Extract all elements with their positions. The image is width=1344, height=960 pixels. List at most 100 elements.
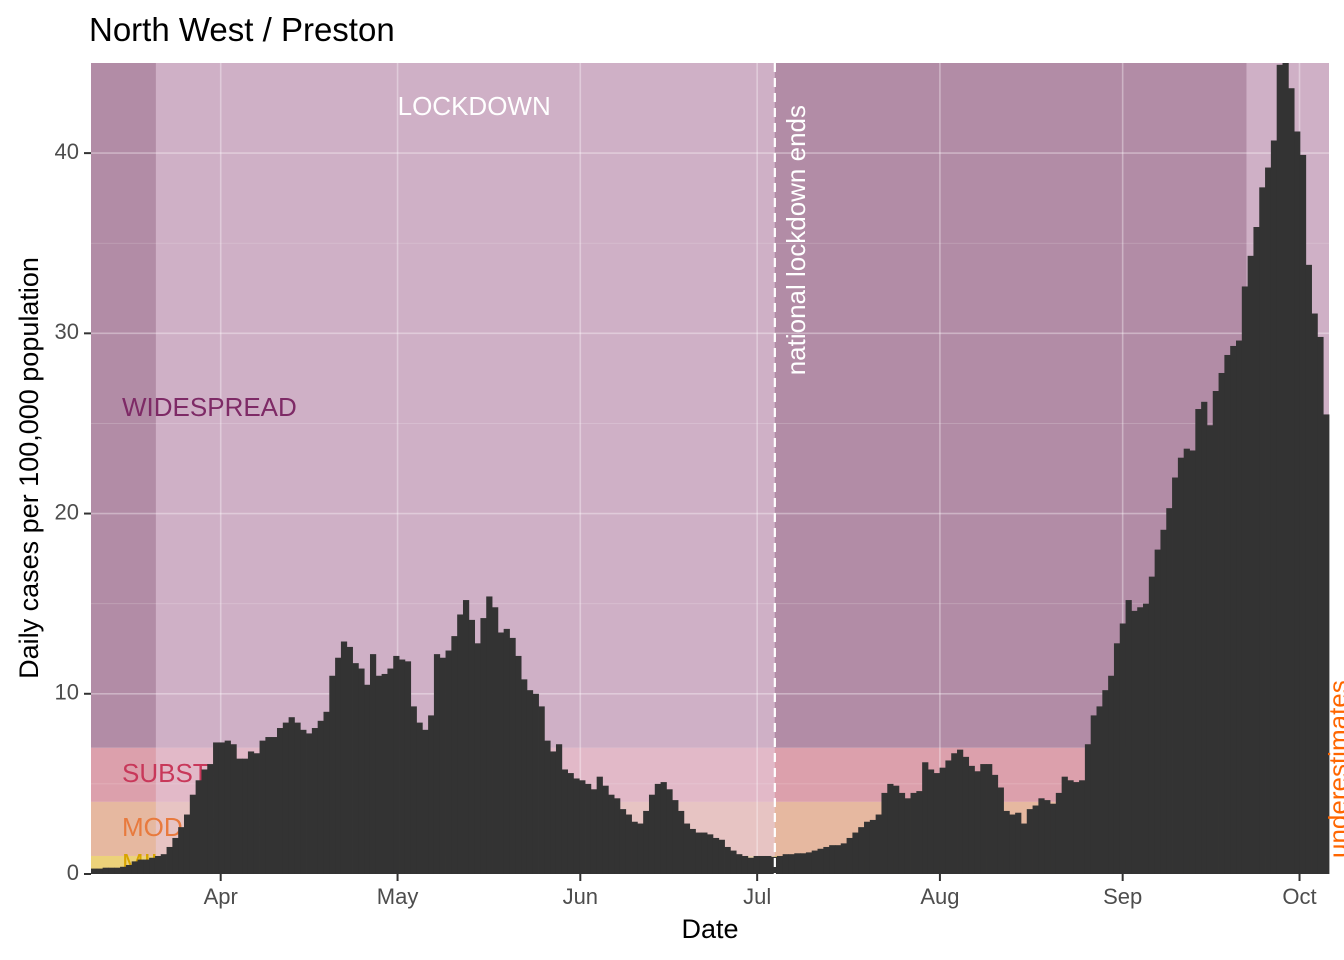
bar — [1270, 140, 1278, 875]
bar — [875, 814, 882, 874]
bar — [881, 792, 888, 874]
bar — [259, 740, 266, 874]
bar — [492, 607, 499, 874]
bar — [1241, 286, 1249, 874]
bar — [980, 764, 987, 874]
bar — [1206, 425, 1214, 874]
bar — [404, 661, 412, 874]
bar — [207, 764, 214, 874]
bar — [276, 728, 284, 874]
bar — [968, 765, 975, 874]
bar — [1247, 255, 1254, 875]
bar — [1317, 336, 1324, 875]
bar — [759, 855, 766, 874]
bar — [486, 596, 493, 874]
bar — [306, 733, 313, 874]
bar — [1259, 187, 1266, 874]
bar — [1183, 448, 1190, 874]
bar — [120, 866, 127, 874]
bar — [521, 679, 528, 874]
bar — [1265, 167, 1272, 875]
bar — [672, 800, 679, 874]
bar — [288, 717, 295, 874]
bar — [422, 729, 429, 874]
bar — [428, 715, 435, 874]
bar — [951, 753, 958, 874]
bar — [154, 855, 162, 874]
bar — [1218, 372, 1225, 874]
bar — [1305, 264, 1312, 874]
bar — [939, 767, 946, 874]
bar — [1212, 391, 1219, 874]
bar — [515, 655, 522, 874]
bar — [323, 711, 330, 874]
bar — [817, 848, 824, 874]
bar — [805, 852, 813, 874]
bar — [178, 827, 185, 874]
bar — [253, 753, 260, 874]
x-tick-label: May — [377, 884, 419, 909]
bar — [102, 867, 109, 874]
bar — [399, 659, 406, 874]
bar — [991, 774, 999, 874]
chart-title: North West / Preston — [89, 11, 395, 48]
bar — [480, 618, 487, 874]
bar — [369, 654, 377, 874]
bar — [701, 832, 708, 874]
bar — [1166, 508, 1173, 874]
bar — [887, 783, 894, 874]
bar — [927, 769, 935, 874]
bar — [864, 821, 871, 874]
bar — [893, 785, 900, 874]
bar — [149, 857, 156, 874]
bar — [1299, 154, 1307, 874]
bar — [800, 853, 807, 874]
bar — [1177, 457, 1185, 874]
x-tick-label: Apr — [204, 884, 238, 909]
bar — [555, 744, 563, 874]
bar — [143, 859, 150, 874]
bar — [811, 850, 818, 874]
bar — [637, 823, 644, 874]
bar — [619, 809, 627, 874]
bar — [544, 740, 551, 874]
bar — [1143, 603, 1150, 874]
bar — [945, 760, 952, 874]
bar — [898, 792, 906, 874]
bar — [654, 783, 661, 874]
bar — [776, 855, 784, 874]
x-tick-label: Jun — [563, 884, 598, 909]
bar — [131, 861, 138, 874]
bar — [660, 782, 667, 874]
bar — [509, 637, 516, 874]
bar — [736, 854, 743, 874]
y-axis-title: Daily cases per 100,000 population — [14, 257, 44, 679]
y-tick-label: 40 — [55, 139, 79, 164]
bar — [718, 839, 725, 874]
bar — [1236, 340, 1243, 874]
bar — [625, 814, 632, 874]
bar — [933, 773, 940, 874]
bar — [1009, 814, 1016, 874]
bar — [189, 794, 197, 874]
bar — [1189, 450, 1196, 874]
bar — [503, 628, 510, 874]
underestimates-label: underestimates — [1323, 680, 1344, 858]
bar — [1003, 810, 1010, 874]
bar — [451, 636, 458, 874]
bar — [1172, 477, 1179, 874]
bar — [1224, 354, 1231, 875]
bar — [462, 600, 470, 874]
bar — [195, 780, 202, 874]
bar — [201, 769, 208, 874]
bar — [335, 657, 342, 874]
bar — [236, 758, 243, 874]
bar — [340, 641, 348, 874]
bar — [1055, 792, 1063, 874]
lockdown-end-label: national lockdown ends — [781, 105, 811, 375]
bar — [410, 706, 417, 874]
y-tick-label: 0 — [67, 860, 79, 885]
bar — [957, 749, 964, 874]
bar — [1288, 88, 1295, 875]
bar — [829, 845, 836, 874]
